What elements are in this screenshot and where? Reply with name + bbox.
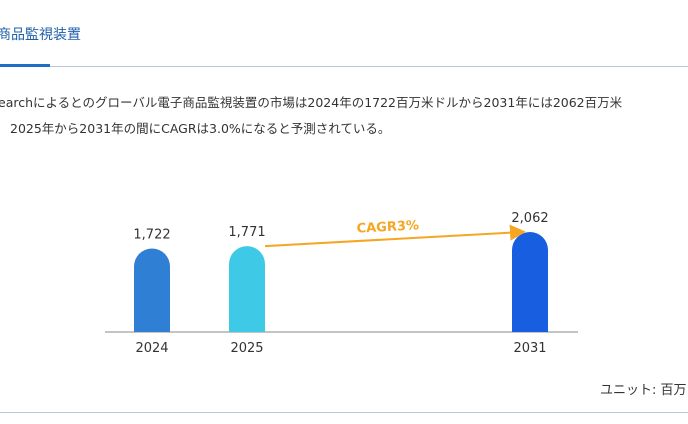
divider (0, 412, 688, 413)
value-label: 2,062 (511, 211, 548, 226)
value-label: 1,722 (133, 227, 170, 242)
value-label: 1,771 (228, 225, 265, 240)
paragraph-line: earchによるとのグローバル電子商品監視装置の市場は2024年の1722百万米… (0, 95, 623, 110)
divider (0, 66, 688, 67)
bar (134, 248, 170, 332)
paragraph-line: 2025年から2031年の間にCAGRは3.0%になると予測されている。 (10, 121, 391, 136)
bar (512, 232, 548, 332)
bar (229, 246, 265, 332)
tab-underline (0, 64, 50, 67)
cagr-label: CAGR3% (356, 218, 419, 236)
unit-label: ユニット: 百万 (600, 383, 687, 398)
section-title[interactable]: 商品監視装置 (0, 27, 81, 43)
x-tick-label: 2031 (513, 341, 546, 356)
x-tick-label: 2025 (230, 341, 263, 356)
x-tick-label: 2024 (135, 341, 168, 356)
cagr-arrow (264, 224, 526, 248)
